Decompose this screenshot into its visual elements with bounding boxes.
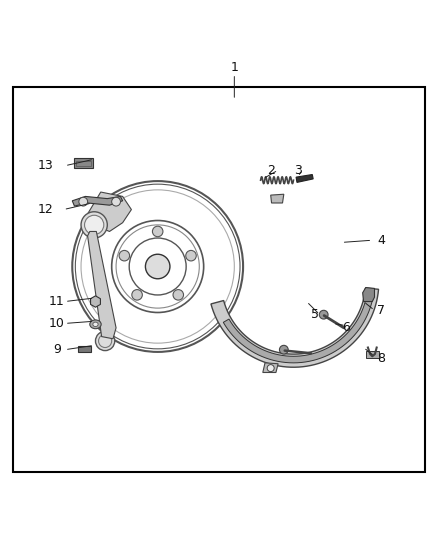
Ellipse shape: [279, 345, 288, 354]
Text: 4: 4: [377, 233, 385, 247]
Ellipse shape: [119, 251, 130, 261]
Ellipse shape: [95, 332, 115, 351]
Polygon shape: [88, 192, 131, 231]
Polygon shape: [363, 287, 374, 302]
Text: 3: 3: [294, 164, 302, 176]
Text: 13: 13: [38, 159, 54, 172]
Ellipse shape: [145, 254, 170, 279]
Text: 12: 12: [38, 203, 54, 216]
Ellipse shape: [267, 365, 274, 372]
Ellipse shape: [319, 310, 328, 319]
Text: 6: 6: [342, 321, 350, 334]
Text: 11: 11: [49, 295, 65, 308]
Ellipse shape: [173, 289, 184, 300]
Ellipse shape: [112, 197, 120, 206]
Bar: [13, 87, 425, 472]
Bar: [74, 158, 93, 168]
Polygon shape: [88, 231, 116, 339]
Text: 1: 1: [230, 61, 238, 74]
Polygon shape: [223, 295, 373, 363]
Ellipse shape: [79, 197, 88, 206]
Polygon shape: [72, 197, 123, 206]
Polygon shape: [91, 296, 100, 307]
Bar: [76, 160, 91, 166]
Text: 2: 2: [268, 164, 276, 176]
Text: 8: 8: [377, 352, 385, 365]
Text: 7: 7: [377, 304, 385, 317]
Text: 5: 5: [311, 308, 319, 321]
Ellipse shape: [85, 215, 104, 235]
Ellipse shape: [90, 320, 101, 329]
Ellipse shape: [186, 251, 196, 261]
Polygon shape: [263, 363, 278, 373]
Ellipse shape: [152, 226, 163, 237]
Ellipse shape: [81, 212, 107, 238]
Bar: [366, 351, 379, 359]
Text: 10: 10: [49, 317, 65, 330]
Bar: [78, 346, 91, 352]
Polygon shape: [296, 174, 313, 182]
Ellipse shape: [132, 289, 142, 300]
Ellipse shape: [93, 322, 98, 327]
Polygon shape: [271, 194, 284, 203]
Polygon shape: [211, 288, 378, 367]
Text: 9: 9: [53, 343, 61, 356]
